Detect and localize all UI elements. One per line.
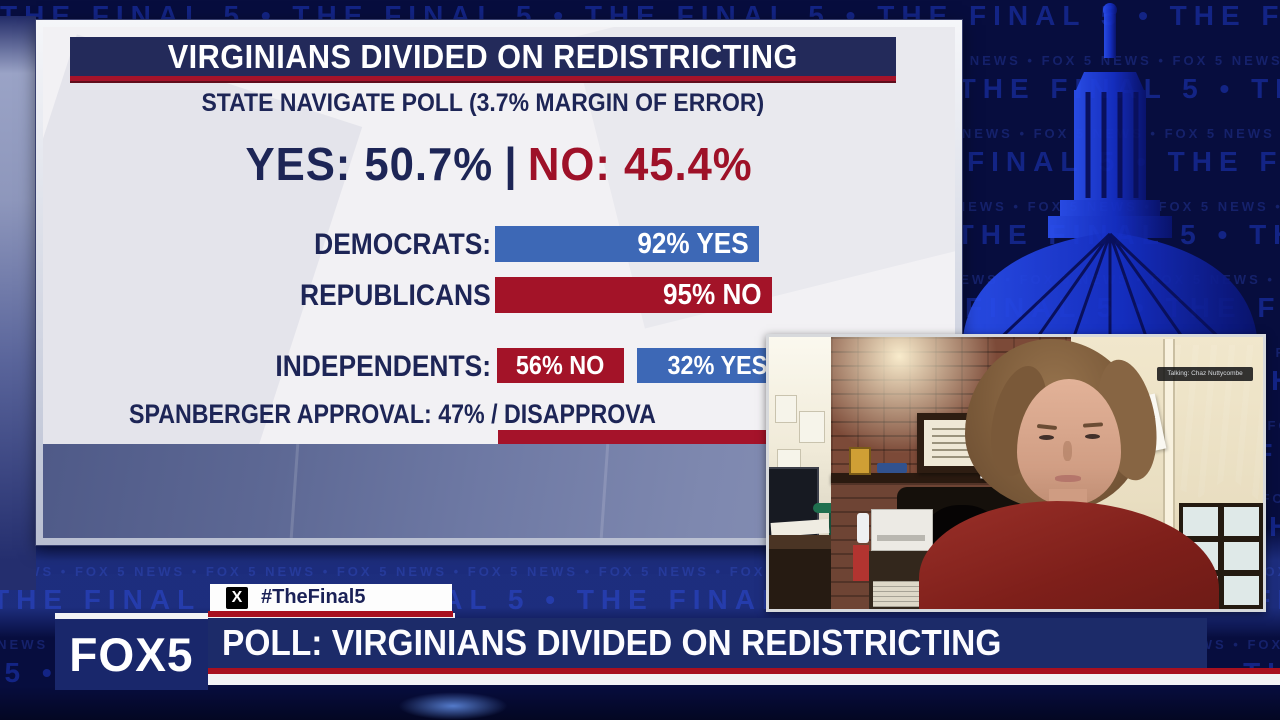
democrats-bar-value: 92% YES (637, 228, 749, 260)
capitol-dome-graphic (962, 3, 1258, 348)
guest-webcam-video: STATE+ CNalysis (766, 334, 1266, 612)
fox5-logo: FOX5 (69, 628, 194, 681)
webcam-scene: STATE+ CNalysis (769, 337, 1263, 609)
printer-tray (877, 535, 925, 541)
title-divider (70, 76, 896, 83)
democrats-bar: 92% YES (495, 226, 759, 262)
hashtag-bar: X #TheFinal5 (210, 584, 452, 611)
poll-subtitle: STATE NAVIGATE POLL (3.7% MARGIN OF ERRO… (201, 89, 765, 117)
studio-backdrop-left (0, 16, 36, 590)
small-artwork (849, 447, 871, 475)
yes-result: YES: 50.7% (245, 138, 494, 190)
bottle (857, 513, 869, 543)
independents-no-box: 56% NO (497, 348, 624, 383)
window-pane (1224, 507, 1259, 536)
x-logo-icon: X (226, 586, 248, 609)
window-pane (1183, 507, 1218, 536)
republicans-label: REPUBLICANS (300, 279, 491, 312)
mantel-item (877, 463, 907, 473)
republicans-bar: 95% NO (495, 277, 772, 313)
hashtag-red-underline (208, 611, 453, 617)
republicans-label-row: REPUBLICANS (43, 278, 491, 314)
speaker-indicator-label: Talking: Chaz Nuttycombe (1157, 367, 1253, 381)
red-book (853, 545, 869, 581)
result-separator: | (504, 138, 518, 190)
guest-eye (1085, 434, 1100, 439)
poll-subtitle-row: STATE NAVIGATE POLL (3.7% MARGIN OF ERRO… (70, 89, 896, 118)
hashtag-label: #TheFinal5 (261, 586, 366, 608)
guest-mouth (1055, 475, 1081, 482)
lower-third-white-strip (208, 674, 1280, 685)
window-pane (1224, 541, 1259, 571)
window-pane (1224, 576, 1259, 605)
wall-seam (289, 444, 300, 538)
approval-row: SPANBERGER APPROVAL: 47% / DISAPPROVA (129, 399, 742, 430)
democrats-label-row: DEMOCRATS: (43, 227, 491, 263)
independents-label-row: INDEPENDENTS: (43, 349, 491, 384)
certificate-text-lines (932, 428, 970, 458)
lower-third-headline: POLL: VIRGINIANS DIVIDED ON REDISTRICTIN… (222, 622, 1002, 663)
bottom-vignette (0, 686, 1280, 720)
lower-third-red-strip (208, 668, 1280, 674)
lower-third-headline-bar: POLL: VIRGINIANS DIVIDED ON REDISTRICTIN… (208, 618, 1207, 668)
guest-eye (1039, 435, 1054, 440)
printer (871, 509, 933, 551)
approval-text: SPANBERGER APPROVAL: 47% / DISAPPROVA (129, 399, 656, 429)
independents-label: INDEPENDENTS: (275, 350, 491, 383)
fox5-logo-box: FOX5 (55, 619, 208, 690)
overall-result-row: YES: 50.7% | NO: 45.4% (43, 137, 955, 191)
independents-no-value: 56% NO (516, 350, 605, 380)
fireplace-mantel (831, 473, 1075, 483)
wall-note (799, 411, 825, 443)
bottom-glow (398, 692, 508, 720)
guest-face (1017, 379, 1121, 505)
guest-nose (1063, 441, 1072, 461)
wall-note (775, 395, 797, 423)
poll-title: VIRGINIANS DIVIDED ON REDISTRICTING (167, 38, 799, 75)
republicans-bar-value: 95% NO (663, 279, 762, 311)
wall-seam (599, 444, 610, 538)
independents-yes-value: 32% YES (667, 350, 767, 380)
poll-title-bar: VIRGINIANS DIVIDED ON REDISTRICTING (70, 37, 896, 76)
democrats-label: DEMOCRATS: (314, 228, 491, 261)
no-result: NO: 45.4% (528, 138, 754, 190)
